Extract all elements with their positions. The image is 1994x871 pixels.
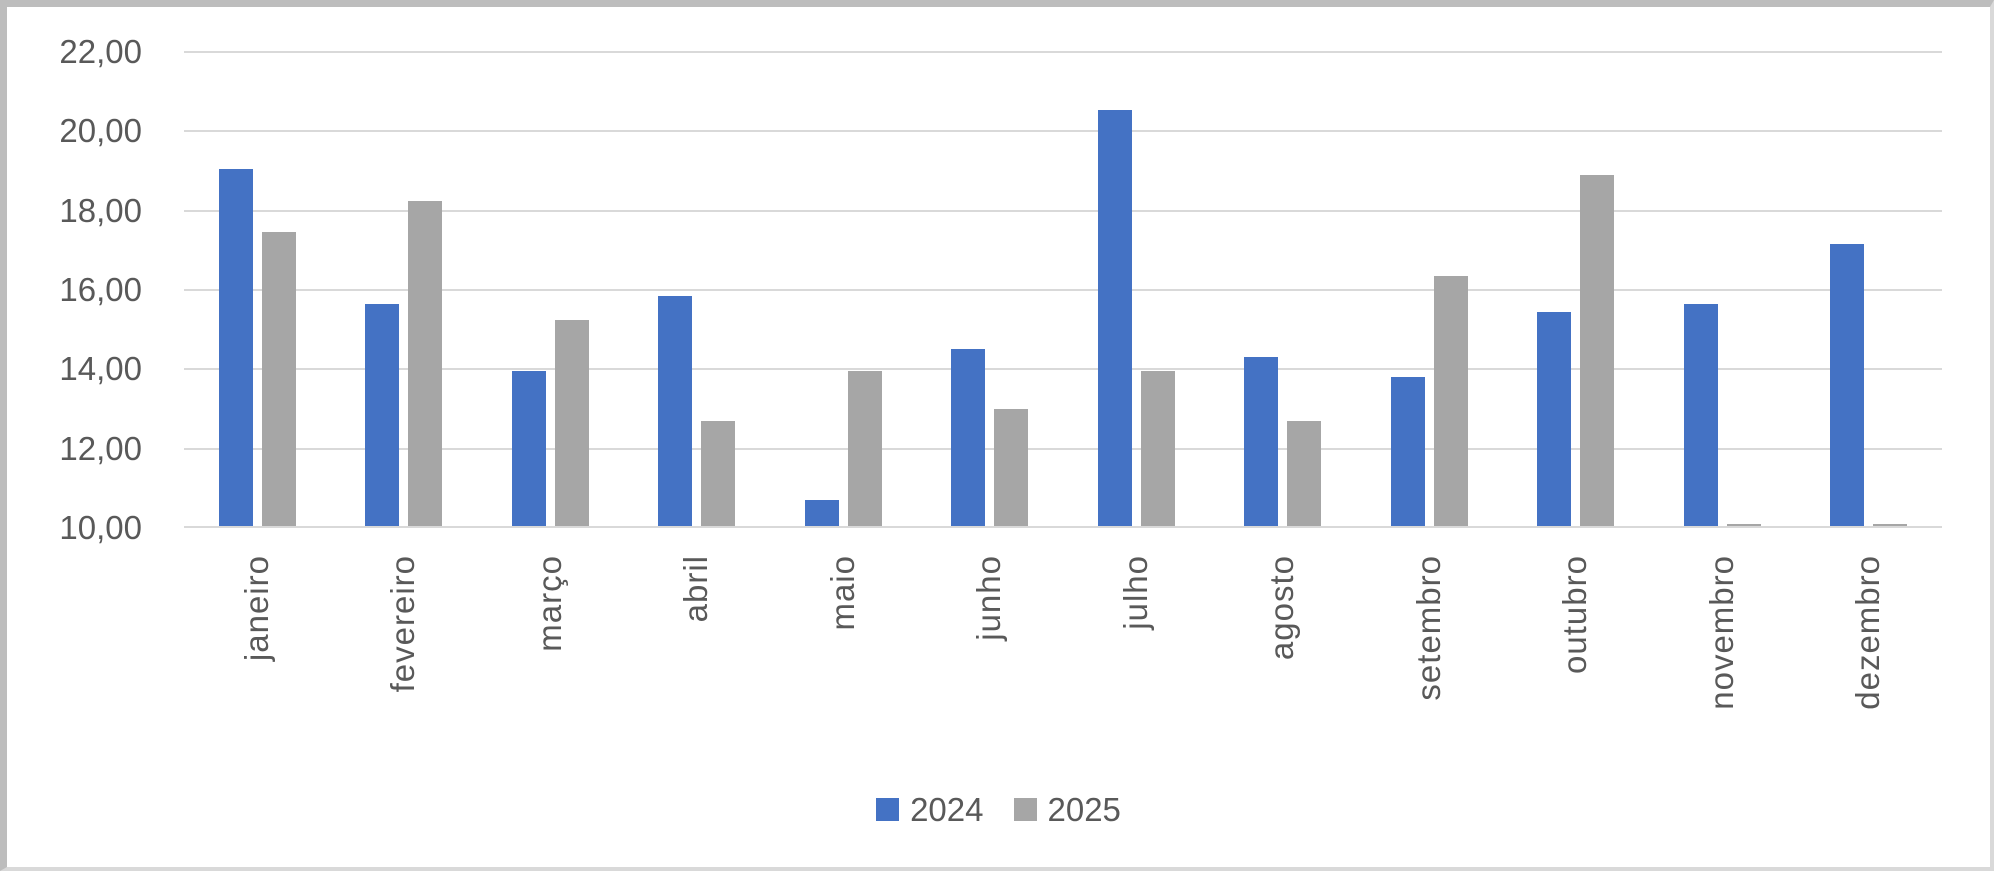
y-tick-label: 12,00 (59, 429, 142, 467)
legend-label: 2024 (910, 791, 984, 828)
x-category-label-novembro: novembro (1697, 555, 1747, 790)
y-axis-tick-labels: 22,00 20,00 18,00 16,00 14,00 12,00 10,00 (27, 7, 142, 867)
bar-2025-janeiro (261, 232, 296, 526)
bar-2025-abril (701, 420, 736, 526)
x-category-label-julho: julho (1111, 555, 1161, 790)
x-category-label-text: julho (1116, 555, 1154, 630)
legend-item-2025: 2025 (1013, 791, 1121, 828)
bar-2024-dezembro (1830, 244, 1865, 526)
legend-swatch-icon (1013, 798, 1037, 821)
y-tick-label: 16,00 (59, 271, 142, 308)
bar-2024-maio (804, 500, 839, 526)
x-category-label-fevereiro: fevereiro (379, 555, 429, 790)
legend-swatch-icon (876, 798, 900, 821)
y-tick-label: 14,00 (59, 350, 142, 388)
legend: 2024 2025 (7, 793, 1990, 826)
x-category-label-text: dezembro (1849, 555, 1887, 710)
x-category-label-abril: abril (672, 555, 722, 790)
x-category-label-agosto: agosto (1258, 555, 1308, 790)
bar-2025-dezembro (1873, 524, 1908, 526)
bar-2025-outubro (1580, 174, 1615, 526)
x-axis-category-labels: janeiro fevereiro março abril maio junho julho… (7, 7, 1990, 867)
bar-2025-março (554, 319, 589, 526)
x-category-label-maio: maio (818, 555, 868, 790)
y-tick-label: 10,00 (59, 509, 142, 546)
gridline (184, 51, 1942, 53)
x-category-label-text: junho (970, 555, 1008, 641)
bar-2025-fevereiro (408, 200, 443, 526)
x-category-label-dezembro: dezembro (1844, 555, 1894, 790)
bar-2024-junho (951, 349, 986, 526)
bar-2025-junho (994, 408, 1029, 526)
bar-2025-agosto (1287, 420, 1322, 526)
gridline (184, 447, 1942, 450)
x-category-label-text: fevereiro (384, 555, 422, 693)
gridline (184, 209, 1942, 212)
x-category-label-setembro: setembro (1404, 555, 1454, 790)
bar-2025-setembro (1433, 276, 1468, 526)
bar-2024-novembro (1683, 303, 1718, 526)
legend-label: 2025 (1047, 791, 1121, 828)
x-category-label-text: janeiro (237, 555, 275, 662)
bar-2025-novembro (1726, 524, 1761, 526)
x-category-label-text: setembro (1409, 555, 1447, 701)
x-category-label-janeiro: janeiro (232, 555, 282, 790)
bar-2024-março (511, 371, 546, 526)
x-axis-line (184, 526, 1942, 528)
x-category-label-text: abril (677, 555, 715, 623)
y-tick-label: 22,00 (59, 33, 142, 70)
y-tick-label: 20,00 (59, 112, 142, 150)
plot-area (184, 51, 1942, 528)
bar-2024-janeiro (218, 169, 253, 526)
x-category-label-outubro: outubro (1551, 555, 1601, 790)
x-category-label-text: novembro (1702, 555, 1740, 710)
gridline (184, 368, 1942, 371)
gridline (184, 289, 1942, 291)
bar-2024-abril (658, 295, 693, 526)
bar-2024-fevereiro (365, 303, 400, 526)
bar-2025-julho (1140, 371, 1175, 526)
x-category-label-text: março (530, 555, 568, 652)
y-tick-label: 18,00 (59, 191, 142, 229)
x-category-label-text: outubro (1556, 555, 1594, 674)
bar-2024-outubro (1537, 311, 1572, 526)
x-category-label-junho: junho (965, 555, 1015, 790)
bar-2025-maio (847, 371, 882, 526)
bar-2024-julho (1097, 109, 1132, 526)
bar-2024-setembro (1390, 377, 1425, 526)
legend-item-2024: 2024 (876, 791, 984, 828)
x-category-label-text: maio (823, 555, 861, 631)
x-category-label-março: março (525, 555, 575, 790)
bar-2024-agosto (1244, 357, 1279, 526)
gridline (184, 130, 1942, 133)
x-category-label-text: agosto (1263, 555, 1301, 661)
